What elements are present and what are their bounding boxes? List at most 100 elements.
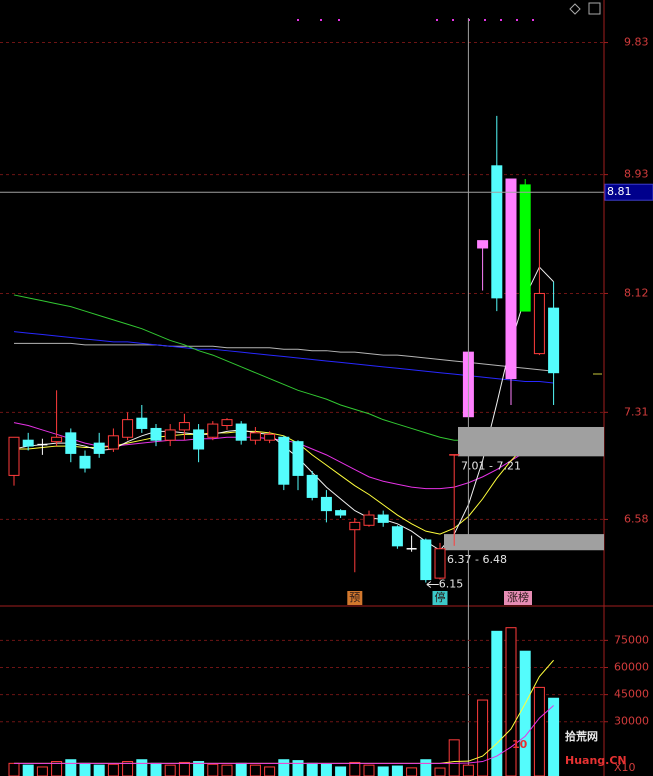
volume-bar	[420, 759, 432, 776]
volume-bar	[491, 630, 503, 776]
candle-body	[193, 429, 205, 450]
volume-bar	[93, 764, 105, 776]
candle-body	[349, 521, 361, 531]
volume-bar	[79, 762, 91, 776]
watermark-site: 拾荒网	[565, 729, 598, 743]
zone-label: 7.01 - 7.21	[461, 459, 521, 472]
event-badge	[347, 591, 363, 605]
volume-bar	[448, 739, 460, 776]
y-tick-label: 9.83	[624, 36, 649, 49]
volume-bar	[477, 699, 489, 776]
volume-bar	[36, 766, 48, 776]
volume-bar	[150, 762, 162, 776]
candle-body	[434, 548, 446, 579]
candle-body	[164, 429, 176, 441]
candle-body	[264, 433, 276, 441]
plot: 9.83 8.93 8.12 7.31 6.58 7.01 - 7.21 6.37 - 6.…	[0, 18, 653, 776]
volume-bar	[193, 761, 205, 776]
y-tick-label: 75000	[614, 633, 649, 646]
y-tick-label: 45000	[614, 688, 649, 701]
y-tick-label: 6.58	[624, 512, 649, 525]
candle-body	[178, 422, 190, 431]
top-dots	[297, 19, 534, 21]
volume-bar	[8, 762, 20, 776]
candle-body	[51, 436, 63, 443]
volume-bar	[320, 763, 332, 776]
candle-body	[320, 496, 332, 512]
candle-body	[278, 436, 290, 485]
event-label: 停	[435, 590, 446, 604]
candle-body	[65, 432, 77, 454]
volume-bar	[122, 761, 134, 776]
low-marker-label: 6.15	[439, 578, 464, 591]
volume-bar	[65, 759, 77, 776]
y-tick-label: 60000	[614, 660, 649, 673]
candle-body	[420, 539, 432, 581]
volume-bar	[462, 764, 474, 776]
volume-bar	[519, 650, 531, 776]
y-tick-label: 7.31	[624, 405, 649, 418]
y-tick-label: 8.93	[624, 168, 649, 181]
event-label: 涨榜	[507, 590, 529, 604]
volume-bar	[136, 759, 148, 776]
candle-body	[477, 240, 489, 249]
volume-bar	[292, 760, 304, 776]
crosshair-price-label: 8.81	[607, 185, 632, 198]
volume-bar	[505, 627, 517, 776]
volume-bar	[235, 762, 247, 776]
candle-body	[249, 432, 261, 441]
volume-bar	[406, 767, 418, 776]
candle-body	[22, 439, 34, 447]
price-zone	[458, 426, 604, 457]
volume-bar	[306, 762, 318, 776]
candle-body	[235, 423, 247, 441]
volume-bar	[264, 766, 276, 776]
y-tick-label: 30000	[614, 715, 649, 728]
watermark-domain: Huang.CN	[565, 754, 627, 767]
candle-body	[306, 474, 318, 498]
candle-body	[363, 514, 375, 526]
volume-bar	[51, 761, 63, 776]
volume-bar	[434, 767, 446, 776]
candle-body	[505, 178, 517, 380]
candle-body	[150, 427, 162, 441]
volume-bar	[249, 764, 261, 776]
volume-bar	[391, 765, 403, 776]
candle-body	[221, 419, 233, 427]
candle-body	[292, 441, 304, 476]
volume-bar	[548, 697, 560, 776]
candle-body	[391, 526, 403, 547]
candle-body	[377, 514, 389, 523]
candle-body	[207, 423, 219, 438]
volume-bar	[107, 763, 119, 776]
candle-body	[491, 165, 503, 299]
volume-bar	[349, 761, 361, 776]
volume-bar	[363, 764, 375, 776]
zone-label: 6.37 - 6.48	[447, 553, 507, 566]
volume-unit: X10	[614, 761, 636, 774]
crosshair-price-box	[604, 183, 653, 201]
candle-body	[136, 417, 148, 429]
candle-body	[93, 442, 105, 454]
volume-bar	[278, 759, 290, 776]
price-zone	[444, 534, 604, 551]
candle-body	[548, 307, 560, 374]
candle-body	[335, 510, 347, 516]
volume-bar	[164, 764, 176, 776]
candle-body	[8, 436, 20, 476]
low-arrow	[426, 581, 439, 588]
volume-bar	[377, 766, 389, 776]
toolbar-icons[interactable]	[569, 2, 601, 15]
candle-body	[122, 419, 134, 438]
candle-body	[533, 292, 545, 355]
volume-bar	[207, 763, 219, 776]
volume-bar	[178, 761, 190, 776]
candle-body	[519, 184, 531, 312]
watermark-number: 10	[512, 738, 528, 751]
candle-body	[107, 435, 119, 450]
volume-bar	[221, 764, 233, 776]
event-badge	[504, 591, 532, 605]
